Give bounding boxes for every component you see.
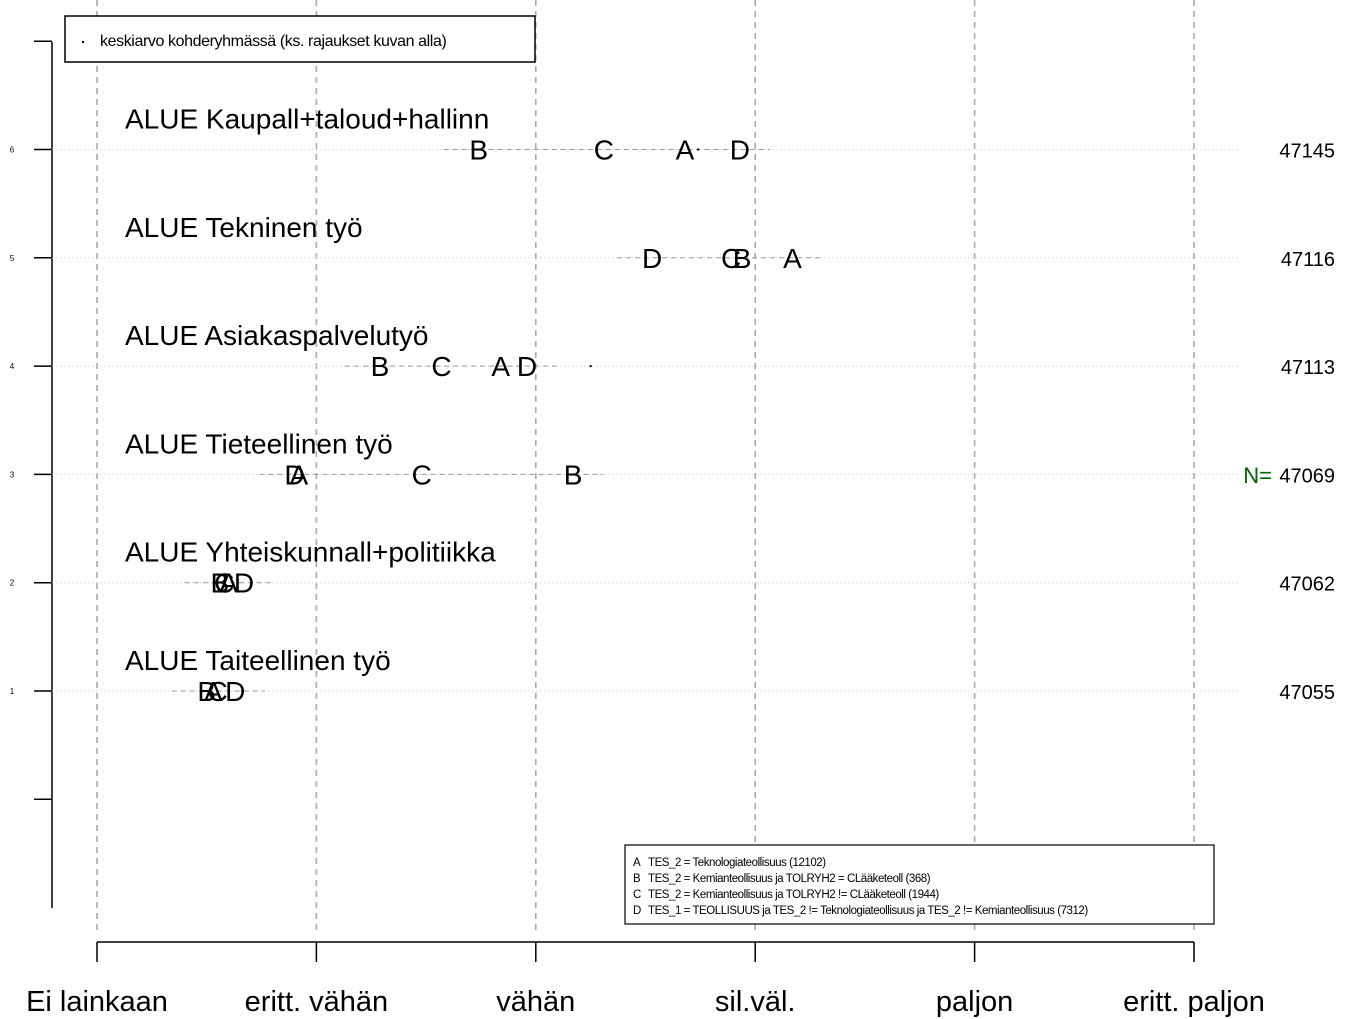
x-tick-label: paljon <box>936 986 1013 1018</box>
legend-key: C <box>633 889 641 901</box>
point-d: D <box>284 459 304 490</box>
n-value: 47116 <box>1281 249 1335 271</box>
point-c: C <box>214 568 234 599</box>
legend-entry-text: TES_2 = Kemianteollisuus ja TOLRYH2 = CL… <box>648 873 931 885</box>
x-tick-label: eritt. vähän <box>245 986 388 1018</box>
mean-marker <box>589 365 592 368</box>
y-axis: 1 2 3 4 5 6 <box>10 40 53 908</box>
y-tick-label: 6 <box>10 146 15 155</box>
legend-key: B <box>633 873 641 885</box>
point-a: A <box>676 135 695 166</box>
row-label: ALUE Taiteellinen työ <box>125 645 391 676</box>
y-tick-label: 4 <box>10 362 15 371</box>
x-tick-label: vähän <box>496 986 575 1018</box>
x-tick-label: Ei lainkaan <box>26 986 168 1018</box>
point-b: B <box>564 459 583 490</box>
point-d: D <box>234 568 254 599</box>
legend-top-label: keskiarvo kohderyhmässä (ks. rajaukset k… <box>100 33 446 50</box>
point-d: D <box>730 135 750 166</box>
point-c: C <box>208 676 228 707</box>
point-a: A <box>491 351 510 382</box>
x-axis: Ei lainkaan eritt. vähän vähän sil.väl. palj… <box>26 941 1265 1018</box>
point-a: A <box>219 568 238 599</box>
n-value: 47113 <box>1281 357 1335 379</box>
point-d: D <box>642 243 662 274</box>
y-tick-label: 1 <box>10 687 15 696</box>
point-a: A <box>204 676 223 707</box>
row-label: ALUE Kaupall+taloud+hallinn <box>125 104 489 135</box>
n-value: 47069 <box>1279 465 1335 487</box>
x-tick-label: eritt. paljon <box>1123 986 1265 1018</box>
legend-top: keskiarvo kohderyhmässä (ks. rajaukset k… <box>64 15 536 63</box>
point-c: C <box>412 459 432 490</box>
mean-marker <box>697 148 700 151</box>
y-tick-label: 3 <box>10 470 15 479</box>
point-a: A <box>290 459 309 490</box>
legend-bottom-box <box>624 844 1215 925</box>
point-a: A <box>783 243 802 274</box>
legend-entry-text: TES_1 = TEOLLISUUS ja TES_2 != Teknologi… <box>648 905 1088 917</box>
grid <box>96 0 1195 935</box>
point-b: B <box>371 351 390 382</box>
row-label: ALUE Yhteiskunnall+politiikka <box>125 537 496 568</box>
row-label: ALUE Asiakaspalvelutyö <box>125 320 429 351</box>
y-tick-label: 5 <box>10 254 15 263</box>
row-label: ALUE Tieteellinen työ <box>125 428 393 459</box>
n-value: 47145 <box>1279 141 1335 163</box>
n-value: 47062 <box>1279 574 1335 596</box>
n-prefix: N= <box>1243 463 1272 488</box>
legend-key: D <box>633 905 641 917</box>
point-d: D <box>225 676 245 707</box>
point-b: B <box>469 135 488 166</box>
x-tick-label: sil.väl. <box>715 986 796 1018</box>
n-value: 47055 <box>1279 682 1335 704</box>
point-c: C <box>431 351 451 382</box>
legend-entry-text: TES_2 = Teknologiateollisuus (12102) <box>648 857 826 869</box>
point-b: B <box>733 243 752 274</box>
legend-top-box <box>64 15 536 63</box>
legend-bottom: A TES_2 = Teknologiateollisuus (12102) B TE… <box>624 844 1215 925</box>
legend-entry-text: TES_2 = Kemianteollisuus ja TOLRYH2 != C… <box>648 889 939 901</box>
y-tick-label: 2 <box>10 579 15 588</box>
row-label: ALUE Tekninen työ <box>125 212 363 243</box>
point-b: B <box>197 676 216 707</box>
legend-top-marker <box>82 41 84 43</box>
legend-key: A <box>633 857 641 869</box>
point-c: C <box>721 243 741 274</box>
point-b: B <box>211 568 230 599</box>
n-labels: N= 47145 47116 47113 47069 47062 47055 <box>1243 141 1335 705</box>
point-c: C <box>594 135 614 166</box>
point-d: D <box>517 351 537 382</box>
